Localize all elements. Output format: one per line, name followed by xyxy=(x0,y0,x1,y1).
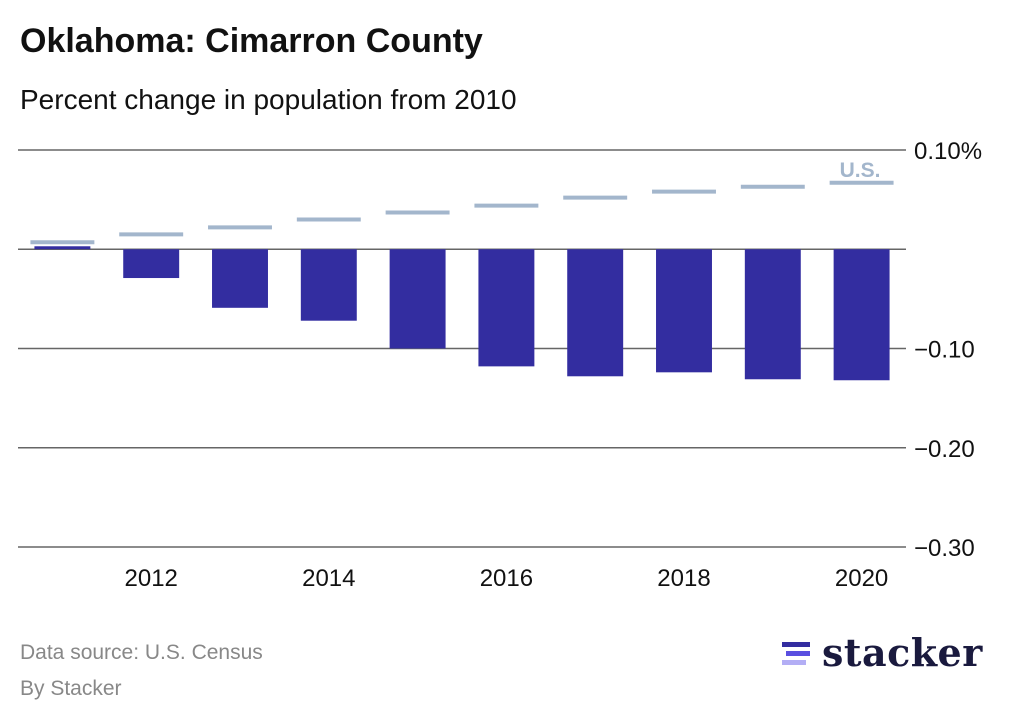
bar xyxy=(478,249,535,367)
bar xyxy=(656,249,712,373)
bar xyxy=(567,249,624,377)
us-legend-label: U.S. xyxy=(840,159,881,182)
chart-title: Oklahoma: Cimarron County xyxy=(20,22,483,60)
chart-area: 0.10% −0.10 −0.20 −0.30 2012 2014 2016 2018 202… xyxy=(18,138,982,592)
data-source: Data source: U.S. Census xyxy=(20,641,263,664)
x-tick-label: 2020 xyxy=(835,565,888,592)
x-tick-label: 2012 xyxy=(125,565,178,592)
byline: By Stacker xyxy=(20,677,122,700)
bar xyxy=(34,246,91,250)
stacker-logo-icon xyxy=(782,641,810,665)
bar xyxy=(389,249,446,349)
x-tick-label: 2014 xyxy=(302,565,355,592)
x-tick-label: 2016 xyxy=(480,565,533,592)
stacker-logo-text: stacker xyxy=(822,630,983,675)
y-tick-label: 0.10% xyxy=(914,138,982,165)
stacker-logo: stacker xyxy=(780,630,983,675)
bar xyxy=(744,249,801,380)
y-tick-label: −0.10 xyxy=(914,337,975,364)
y-tick-label: −0.30 xyxy=(914,535,975,562)
x-tick-label: 2018 xyxy=(657,565,710,592)
bar xyxy=(300,249,357,321)
y-tick-label: −0.20 xyxy=(914,436,975,463)
bar xyxy=(123,249,180,279)
bar xyxy=(212,249,268,308)
bar xyxy=(833,249,890,381)
chart-subtitle: Percent change in population from 2010 xyxy=(20,84,517,115)
